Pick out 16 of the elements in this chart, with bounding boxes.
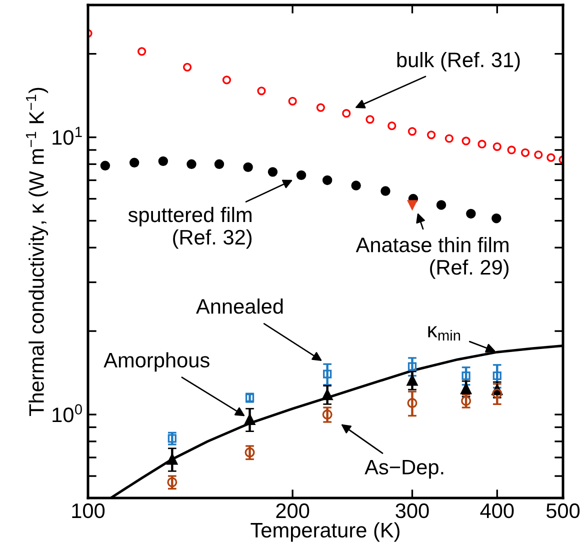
annotation: As−Dep. [364, 460, 444, 479]
y-tick-label: 10$^{0}$ [52, 404, 82, 422]
x-tick-label: 300 [396, 503, 429, 518]
y-tick-label: 10$^{1}$ [52, 126, 82, 145]
annotation: Anatase thin film (Ref. 29) [356, 236, 509, 279]
x-tick-label: 500 [546, 503, 580, 518]
annotation: sputtered film (Ref. 32) [128, 206, 252, 249]
annotation: bulk (Ref. 31) [397, 52, 520, 72]
annotation: κ$_{min}$ [428, 326, 460, 341]
x-tick-label: 200 [276, 503, 310, 518]
x-tick-label: 100 [72, 503, 105, 518]
x-axis-title: Temperature (K) [250, 522, 400, 542]
annotation: Annealed [196, 298, 283, 314]
annotation: Amorphous [104, 352, 210, 372]
y-axis-title: Thermal conductivity, κ (W m$^{−1}$ K$^{−1}$) [26, 88, 48, 416]
x-tick-label: 400 [480, 503, 514, 518]
